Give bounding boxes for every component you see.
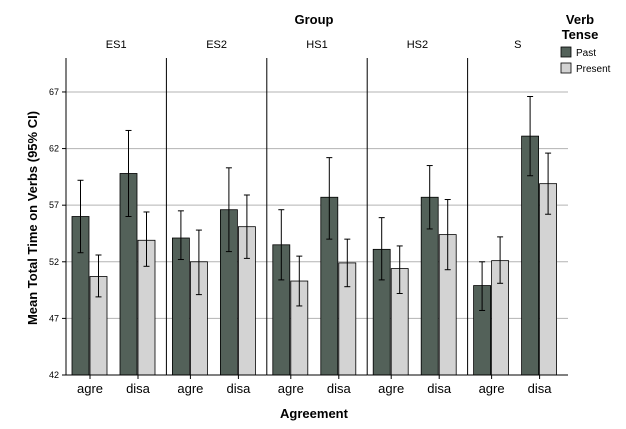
panel-hs2: HS2 agre disa — [366, 39, 468, 396]
legend-label-present: Present — [576, 64, 611, 75]
panel-label: S — [514, 39, 521, 51]
panel-es1: ES1 agre disa — [65, 39, 167, 396]
panel-label: HS1 — [306, 39, 327, 51]
y-tick-label: 57 — [49, 200, 59, 210]
panel-label: HS2 — [407, 39, 428, 51]
x-tick-label: agre — [278, 381, 304, 396]
legend-title-line-2: Tense — [562, 27, 599, 42]
panel-label: ES1 — [106, 39, 127, 51]
y-tick-label: 52 — [49, 257, 59, 267]
panel-label: ES2 — [206, 39, 227, 51]
legend-swatch-past — [560, 46, 572, 58]
y-tick-label: 67 — [49, 87, 59, 97]
legend-label-past: Past — [576, 48, 596, 59]
legend: Verb Tense Past Present — [560, 12, 611, 75]
y-tick-label: 42 — [49, 370, 59, 380]
x-tick-label: agre — [479, 381, 505, 396]
legend-title-line-1: Verb — [566, 12, 594, 27]
x-tick-label: disa — [528, 381, 553, 396]
panel-es2: ES2 agre disa — [165, 39, 267, 396]
x-tick-label: agre — [77, 381, 103, 396]
x-tick-label: disa — [226, 381, 251, 396]
panels-group: ES1 agre disa ES2 agre disa HS1 agre disa HS2 agre… — [49, 39, 568, 396]
x-tick-label: agre — [378, 381, 404, 396]
y-tick-label: 62 — [49, 144, 59, 154]
y-tick-label: 47 — [49, 313, 59, 323]
x-tick-label: disa — [327, 381, 352, 396]
y-axis: 42 47 52 57 62 67 — [49, 87, 66, 380]
panel-hs1: HS1 agre disa — [266, 39, 368, 396]
y-axis-label: Mean Total Time on Verbs (95% CI) — [25, 111, 40, 325]
x-tick-label: agre — [177, 381, 203, 396]
legend-swatch-present — [560, 62, 572, 74]
chart-title: Group — [295, 12, 334, 27]
x-axis-label: Agreement — [280, 406, 349, 421]
x-tick-label: disa — [126, 381, 151, 396]
x-tick-label: disa — [427, 381, 452, 396]
